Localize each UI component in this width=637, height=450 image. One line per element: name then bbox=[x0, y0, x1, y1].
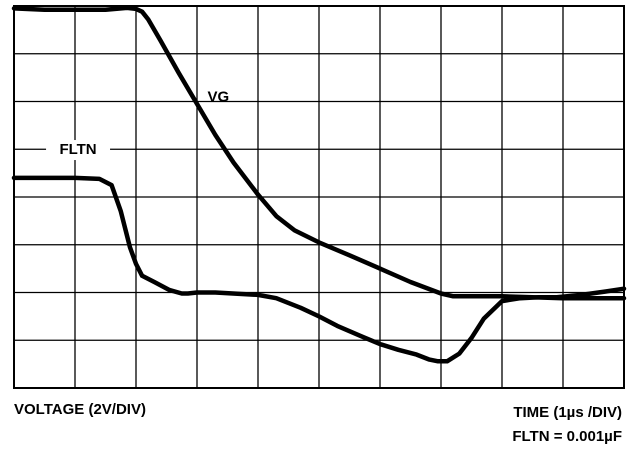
x-axis-caption: TIME (1µs /DIV) bbox=[513, 404, 622, 421]
right-caption-block: TIME (1µs /DIV) FLTN = 0.001µF bbox=[512, 401, 622, 449]
oscilloscope-plot: VG FLTN bbox=[11, 5, 627, 389]
trace-label-fltn: FLTN bbox=[59, 141, 96, 158]
y-axis-caption: VOLTAGE (2V/DIV) bbox=[14, 401, 146, 418]
trace-label-background bbox=[46, 140, 111, 161]
trace-label-vg: VG bbox=[208, 89, 230, 106]
capacitor-note: FLTN = 0.001µF bbox=[512, 428, 622, 445]
grid bbox=[13, 5, 625, 389]
traces bbox=[11, 5, 627, 364]
trace-labels: VG FLTN bbox=[46, 89, 229, 161]
trace-vg bbox=[11, 5, 627, 301]
graticule-frame bbox=[13, 5, 625, 389]
trace-fltn bbox=[11, 175, 627, 364]
